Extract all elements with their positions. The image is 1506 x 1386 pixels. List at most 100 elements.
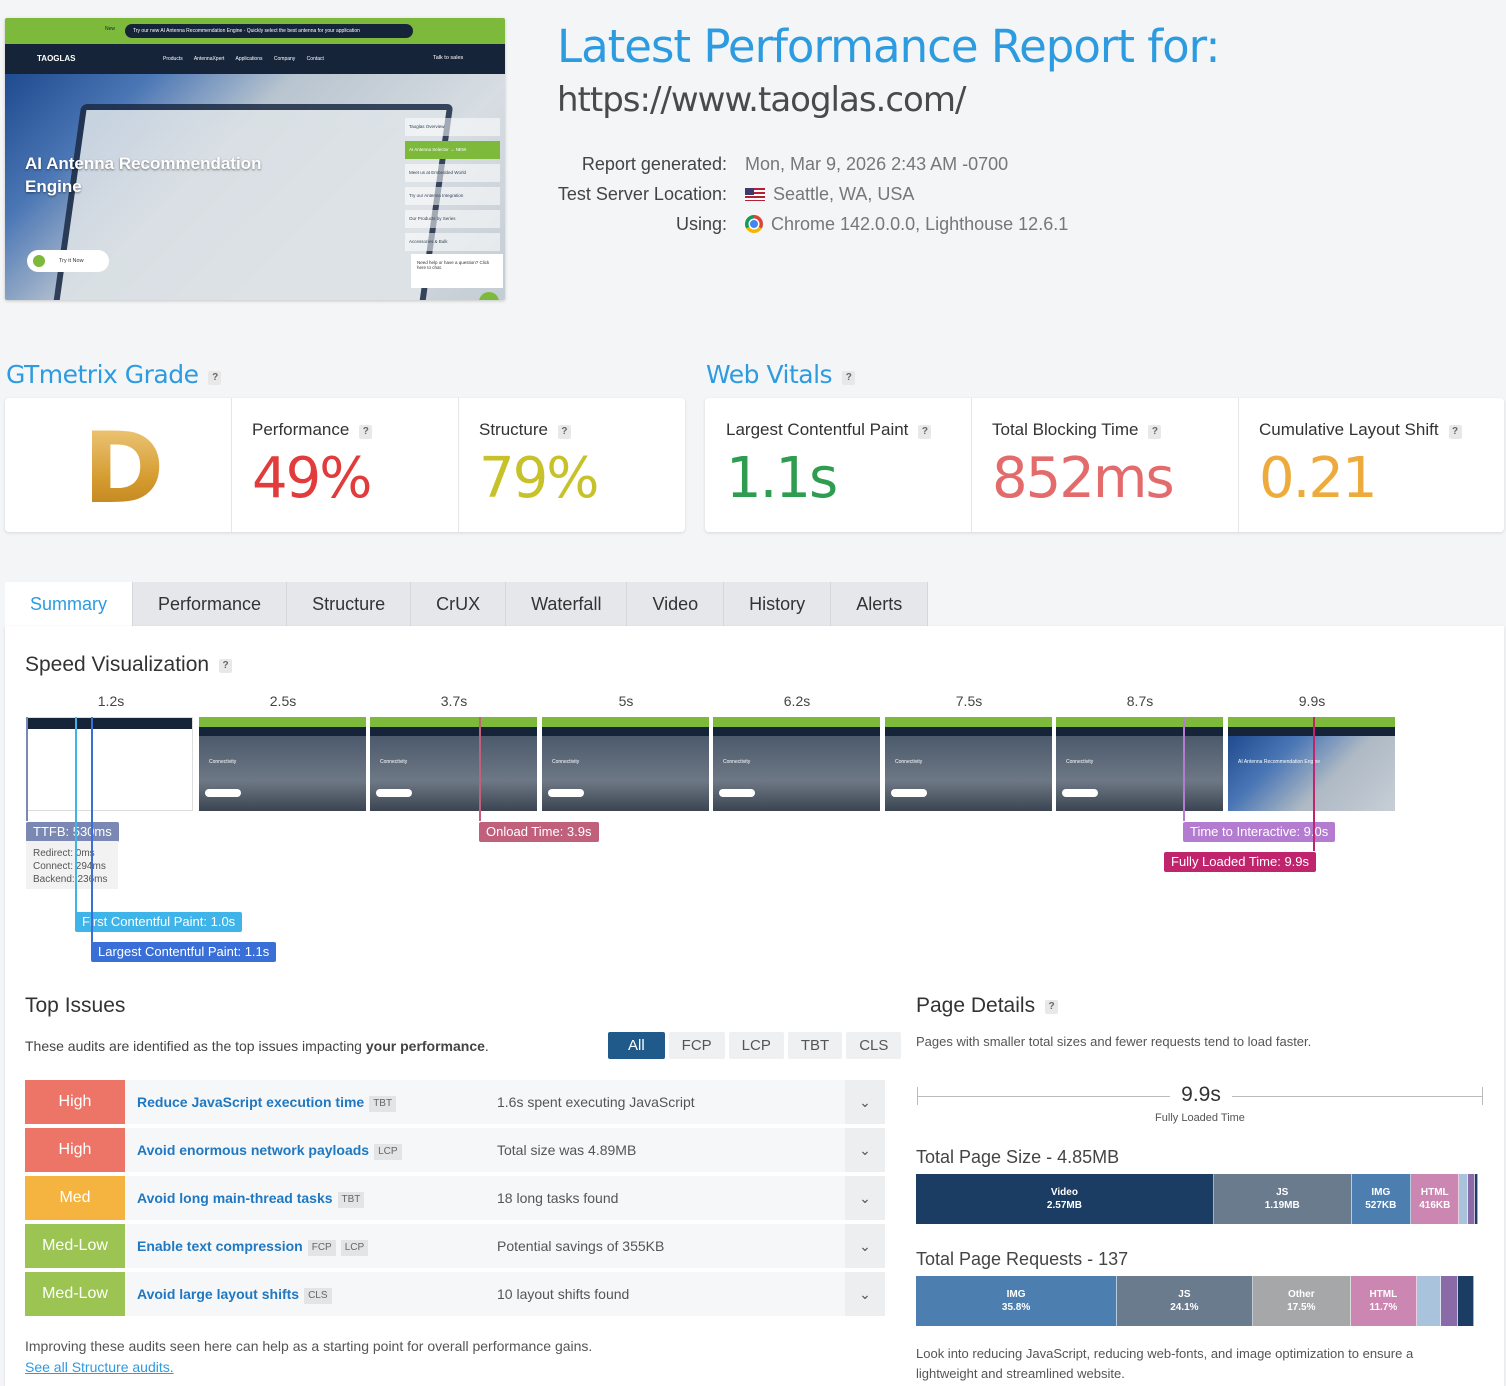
issue-row[interactable]: High Reduce JavaScript execution time TBT…	[25, 1080, 885, 1124]
report-url: https://www.taoglas.com/	[557, 80, 966, 120]
site-screenshot: New Try our new AI Antenna Recommendatio…	[5, 18, 505, 300]
cls-value: 0.21	[1259, 446, 1378, 511]
issue-row[interactable]: Med-Low Enable text compression FCP LCP Po…	[25, 1224, 885, 1268]
page-requests-segment-value: 24.1%	[1170, 1302, 1199, 1313]
help-icon[interactable]: ?	[918, 425, 932, 439]
page-size-segment: HTML 416KB	[1411, 1174, 1460, 1224]
screenshot-try-button: Try it Now	[27, 250, 109, 272]
issue-description: 1.6s spent executing JavaScript	[497, 1094, 695, 1110]
issue-row[interactable]: High Avoid enormous network payloads LCP …	[25, 1128, 885, 1172]
gtmetrix-grade-heading: GTmetrix Grade?	[6, 360, 222, 389]
screenshot-side-item: AI Antenna Selector → NEW	[405, 141, 500, 159]
chrome-icon	[745, 215, 763, 233]
page-requests-segment	[1457, 1276, 1475, 1326]
vitals-card: Largest Contentful Paint? 1.1s Total Blo…	[705, 398, 1504, 532]
filter-all[interactable]: All	[608, 1032, 665, 1059]
page-requests-segment-value: 35.8%	[1001, 1302, 1031, 1313]
issue-name[interactable]: Avoid large layout shifts CLS	[137, 1272, 332, 1316]
issue-name[interactable]: Reduce JavaScript execution time TBT	[137, 1080, 397, 1124]
tab-summary[interactable]: Summary	[5, 582, 134, 626]
filter-cls[interactable]: CLS	[846, 1032, 902, 1059]
page-size-segment	[1467, 1174, 1475, 1224]
help-icon[interactable]: ?	[842, 371, 856, 385]
severity-badge: Med	[25, 1176, 125, 1220]
help-icon[interactable]: ?	[1448, 425, 1462, 439]
see-structure-audits-link[interactable]: See all Structure audits.	[25, 1359, 174, 1375]
fully-loaded-tag: Fully Loaded Time: 9.9s	[1164, 852, 1317, 872]
page-size-segment-value: 527KB	[1365, 1200, 1397, 1211]
screenshot-nav: TAOGLAS Products AntennaXpert Applicatio…	[5, 44, 505, 74]
using: Chrome 142.0.0.0, Lighthouse 12.6.1	[745, 214, 1068, 235]
frame-time: 5s	[618, 693, 634, 709]
screenshot-logo: TAOGLAS	[37, 54, 76, 63]
using-label: Using:	[675, 214, 727, 234]
speed-visualization-heading: Speed Visualization?	[25, 653, 233, 677]
page-size-bar: Video 2.57MB JS 1.19MB IMG 527KB HTML 416KB	[916, 1174, 1478, 1224]
cls-cell: Cumulative Layout Shift? 0.21	[1238, 398, 1504, 532]
tab-history[interactable]: History	[724, 582, 832, 626]
filmstrip-frame[interactable]: Connectivity	[713, 717, 880, 811]
issue-row[interactable]: Med-Low Avoid large layout shifts CLS 10 …	[25, 1272, 885, 1316]
tab-alerts[interactable]: Alerts	[831, 582, 929, 626]
tab-structure[interactable]: Structure	[287, 582, 412, 626]
page-size-segment-label: Video	[1050, 1187, 1078, 1198]
chevron-down-icon[interactable]: ⌄	[845, 1080, 885, 1124]
lcp-cell: Largest Contentful Paint? 1.1s	[705, 398, 972, 532]
filter-lcp[interactable]: LCP	[728, 1032, 784, 1059]
issue-name[interactable]: Enable text compression FCP LCP	[137, 1224, 369, 1268]
fcp-marker-line	[75, 717, 77, 913]
help-icon[interactable]: ?	[208, 371, 222, 385]
page-requests-segment	[1441, 1276, 1458, 1326]
fully-loaded-value: 9.9s	[1170, 1083, 1232, 1107]
page-requests-segment-label: JS	[1178, 1289, 1191, 1300]
chevron-down-icon[interactable]: ⌄	[845, 1272, 885, 1316]
chevron-down-icon[interactable]: ⌄	[845, 1176, 885, 1220]
filter-tbt[interactable]: TBT	[787, 1032, 843, 1059]
server-location-label: Test Server Location:	[557, 184, 727, 204]
page-requests-segment-label: HTML	[1369, 1289, 1398, 1300]
metric-tag: LCP	[340, 1240, 369, 1256]
filmstrip-frame[interactable]: Connectivity	[1056, 717, 1223, 811]
frame-time: 9.9s	[1298, 693, 1326, 709]
report-tabs: Summary Performance Structure CrUX Water…	[5, 582, 929, 626]
help-icon[interactable]: ?	[1148, 425, 1162, 439]
help-icon[interactable]: ?	[219, 659, 233, 673]
help-icon[interactable]: ?	[1045, 1000, 1059, 1014]
filmstrip-frame[interactable]: Connectivity	[199, 717, 366, 811]
screenshot-side-menu: Taoglas Overview AI Antenna Selector → N…	[405, 118, 500, 256]
filmstrip-frame[interactable]: Connectivity	[885, 717, 1052, 811]
filmstrip-frame[interactable]: Connectivity	[542, 717, 709, 811]
filmstrip-frame[interactable]: Connectivity	[370, 717, 537, 811]
frame-time: 1.2s	[97, 693, 125, 709]
chevron-down-icon[interactable]: ⌄	[845, 1224, 885, 1268]
filmstrip-frame[interactable]: AI Antenna Recommendation Engine	[1228, 717, 1395, 811]
chevron-down-icon[interactable]: ⌄	[845, 1128, 885, 1172]
onload-tag: Onload Time: 3.9s	[479, 822, 599, 842]
help-icon[interactable]: ?	[557, 425, 571, 439]
fully-loaded-rule-start	[917, 1087, 918, 1105]
screenshot-hero-title: AI Antenna Recommendation Engine	[25, 154, 262, 196]
report-generated-label: Report generated:	[581, 154, 727, 174]
redirect-time: Redirect: 0ms	[33, 848, 95, 859]
tab-performance[interactable]: Performance	[133, 582, 288, 626]
issue-name[interactable]: Avoid enormous network payloads LCP	[137, 1128, 402, 1172]
help-icon[interactable]: ?	[359, 425, 373, 439]
filmstrip-frame[interactable]	[26, 717, 193, 811]
screenshot-new-tag: New	[105, 26, 116, 32]
top-issues-intro: These audits are identified as the top i…	[25, 1038, 489, 1054]
page-details-intro: Pages with smaller total sizes and fewer…	[916, 1034, 1312, 1049]
tab-crux[interactable]: CrUX	[411, 582, 507, 626]
filter-fcp[interactable]: FCP	[668, 1032, 725, 1059]
tab-waterfall[interactable]: Waterfall	[506, 582, 628, 626]
screenshot-hero: AI Antenna Recommendation Engine Try it …	[5, 74, 505, 300]
page-requests-segment: Other 17.5%	[1252, 1276, 1351, 1326]
tti-marker-line	[1183, 717, 1185, 821]
tbt-cell: Total Blocking Time? 852ms	[971, 398, 1239, 532]
issue-row[interactable]: Med Avoid long main-thread tasks TBT 18 l…	[25, 1176, 885, 1220]
page-details-heading: Page Details?	[916, 994, 1059, 1018]
page-size-segment-label: JS	[1276, 1187, 1289, 1198]
tab-video[interactable]: Video	[627, 582, 725, 626]
issue-name[interactable]: Avoid long main-thread tasks TBT	[137, 1176, 365, 1220]
frame-time: 8.7s	[1126, 693, 1154, 709]
page-size-segment-value: 2.57MB	[1046, 1200, 1082, 1211]
